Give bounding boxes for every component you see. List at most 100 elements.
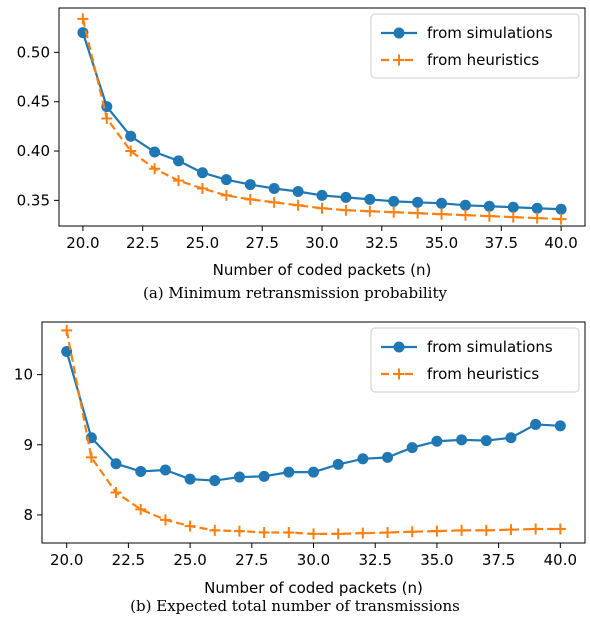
x-tick-label: 20.0 [50,551,83,569]
x-tick-label: 27.5 [246,234,279,252]
data-point-simulations [483,200,495,212]
x-tick-label: 32.5 [359,551,392,569]
data-point-simulations [135,465,147,477]
x-tick-label: 20.0 [66,234,99,252]
y-tick-label: 0.40 [17,142,50,160]
data-point-simulations [382,451,394,463]
data-point-heuristics [340,204,352,216]
data-point-heuristics [110,486,122,498]
data-point-simulations [480,435,492,447]
legend-marker-circle [393,341,405,353]
x-tick-label: 40.0 [544,234,577,252]
data-point-heuristics [357,527,369,539]
x-axis-label: Number of coded packets (n) [204,579,423,596]
data-point-heuristics [436,208,448,220]
data-point-simulations [388,195,400,207]
y-tick-label: 9 [23,436,33,454]
data-point-heuristics [244,193,256,205]
data-point-simulations [196,167,208,179]
data-point-simulations [268,183,280,195]
data-point-simulations [316,189,328,201]
data-point-simulations [505,432,517,444]
data-point-heuristics [507,211,519,223]
y-tick-label: 0.45 [17,93,50,111]
data-point-simulations [507,201,519,213]
data-point-simulations [233,471,245,483]
data-point-simulations [554,420,566,432]
data-point-heuristics [459,209,471,221]
data-point-heuristics [135,503,147,515]
x-tick-label: 25.0 [186,234,219,252]
data-point-simulations [173,155,185,167]
data-point-heuristics [364,205,376,217]
chart-b-plot: 20.0 22.5 25.0 27.5 30.0 32.5 35.0 37.5 40.0 8 9 10… [14,321,586,596]
data-point-simulations [184,473,196,485]
data-point-heuristics [412,207,424,219]
data-point-heuristics [382,526,394,538]
x-tick-label: 32.5 [365,234,398,252]
data-point-heuristics [149,163,161,175]
x-tick-label: 22.5 [112,551,145,569]
data-point-simulations [220,174,232,186]
data-point-heuristics [85,451,97,463]
x-tick-label: 30.0 [297,551,330,569]
data-point-heuristics [406,526,418,538]
chart-a-caption: (a) Minimum retransmission probability [143,284,447,302]
data-point-heuristics [431,525,443,537]
data-point-heuristics [209,524,221,536]
data-point-heuristics [388,206,400,218]
legend-label: from heuristics [427,365,539,383]
x-tick-label: 37.5 [485,234,518,252]
data-point-heuristics [184,520,196,532]
legend-label: from simulations [427,338,553,356]
x-tick-label: 40.0 [544,551,577,569]
data-point-simulations [531,202,543,214]
legend-label: from simulations [427,24,553,42]
data-point-simulations [412,196,424,208]
y-tick-label: 10 [14,366,33,384]
data-point-heuristics [505,524,517,536]
data-point-simulations [357,453,369,465]
data-point-heuristics [268,196,280,208]
data-point-heuristics [316,202,328,214]
x-tick-label: 35.0 [420,551,453,569]
data-point-simulations [125,130,137,142]
data-point-simulations [555,203,567,215]
data-point-simulations [431,435,443,447]
data-point-heuristics [308,528,319,540]
x-axis-label: Number of coded packets (n) [213,261,432,279]
data-point-simulations [283,466,295,478]
y-tick-label: 0.50 [17,43,50,61]
data-point-simulations [209,475,221,487]
data-point-heuristics [531,212,543,224]
data-point-heuristics [480,524,492,536]
data-point-simulations [332,458,344,470]
x-tick-label: 25.0 [173,551,206,569]
x-tick-label: 22.5 [126,234,159,252]
data-point-heuristics [283,526,295,538]
x-tick-label: 30.0 [305,234,338,252]
data-point-heuristics [173,175,185,187]
data-point-simulations [308,466,319,478]
legend-box [370,13,580,79]
chart-a-plot: 20.0 22.5 25.0 27.5 30.0 32.5 35.0 37.5 40.0 0.35… [17,7,586,279]
data-point-heuristics [292,199,304,211]
data-point-heuristics [125,145,137,157]
x-tick-label: 37.5 [482,551,515,569]
data-point-simulations [292,185,304,197]
chart-b-caption: (b) Expected total number of transmissio… [130,597,460,615]
data-point-simulations [530,418,542,430]
data-point-heuristics [220,189,232,201]
data-point-heuristics [530,523,542,535]
legend-box [370,327,580,393]
chart-b: 20.0 22.5 25.0 27.5 30.0 32.5 35.0 37.5 40.0 8 9 10… [0,312,590,621]
data-point-heuristics [101,112,113,124]
data-point-heuristics [555,213,567,225]
legend-marker-circle [393,27,405,39]
data-point-simulations [406,442,418,454]
data-point-heuristics [554,523,566,535]
data-point-heuristics [77,13,89,25]
data-point-simulations [149,146,161,158]
chart-a: 20.0 22.5 25.0 27.5 30.0 32.5 35.0 37.5 40.0 0.35… [17,7,586,302]
legend-marker-plus [393,54,405,66]
